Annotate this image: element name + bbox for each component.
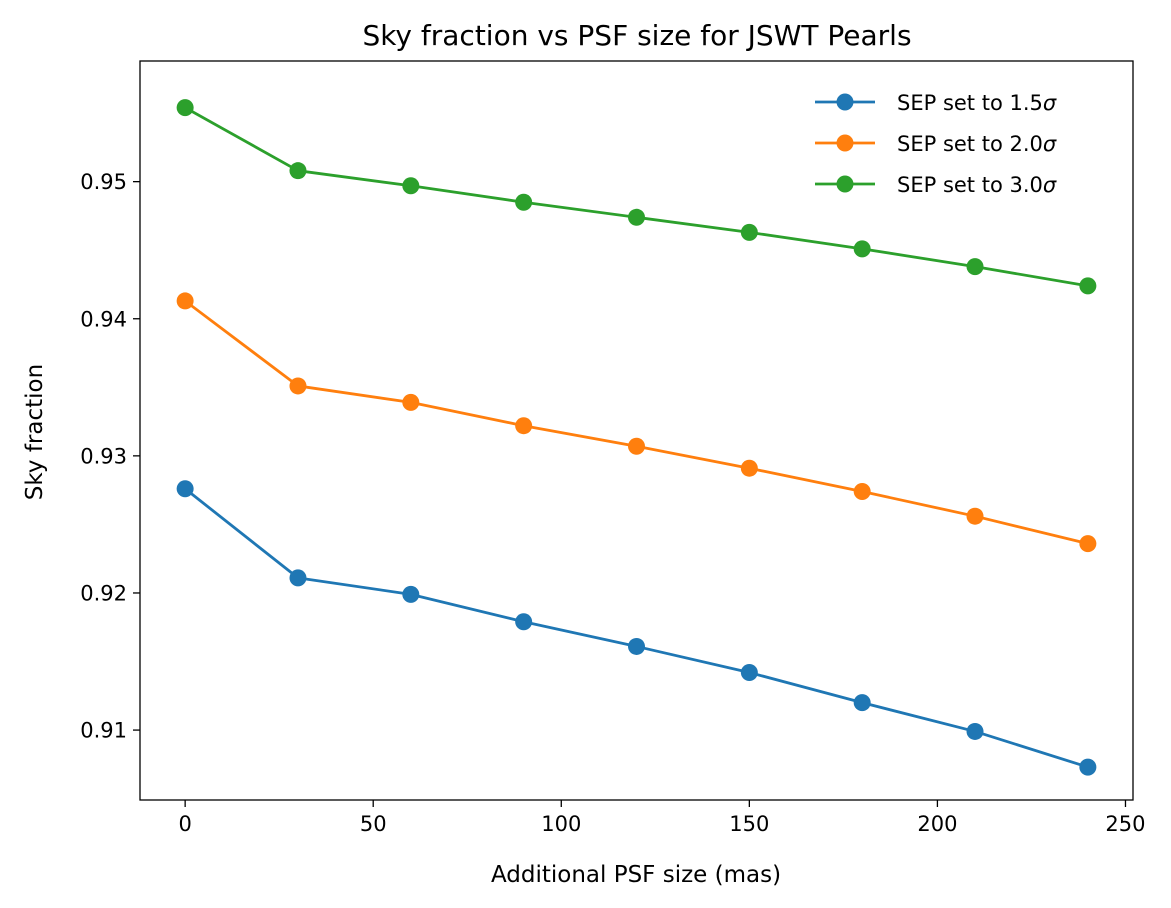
y-tick-label: 0.95	[80, 170, 127, 194]
series-1	[176, 480, 1097, 776]
data-point	[515, 613, 533, 631]
series-3	[176, 99, 1097, 295]
y-tick-label: 0.92	[80, 581, 127, 605]
x-axis-label: Additional PSF size (mas)	[491, 862, 781, 888]
data-point	[176, 292, 194, 310]
data-point	[1079, 535, 1097, 553]
data-point	[289, 569, 307, 587]
series-2	[176, 292, 1097, 553]
y-axis-label: Sky fraction	[22, 364, 48, 500]
data-point	[966, 507, 984, 525]
legend-label-sigma: σ	[1043, 173, 1057, 197]
data-point	[853, 240, 871, 258]
legend-marker	[836, 134, 854, 152]
legend-label-text: SEP set to 1.5	[897, 91, 1043, 115]
data-point	[1079, 277, 1097, 295]
data-point	[628, 437, 645, 455]
data-point	[176, 99, 194, 117]
axes-frame	[139, 60, 1134, 801]
data-point	[740, 459, 758, 477]
legend-label-text: SEP set to 3.0	[897, 173, 1043, 197]
y-tick-label: 0.93	[80, 444, 127, 468]
data-point	[740, 223, 758, 241]
data-point	[628, 637, 645, 655]
legend-marker	[836, 93, 854, 111]
data-point	[515, 417, 533, 435]
x-tick-label: 50	[360, 812, 387, 836]
legend-label-text: SEP set to 2.0	[897, 132, 1043, 156]
legend-entry: SEP set to 3.0σ	[815, 173, 1057, 197]
data-point	[289, 377, 307, 395]
data-point	[853, 483, 871, 501]
data-point	[740, 663, 758, 681]
data-point	[402, 393, 420, 411]
chart-title: Sky fraction vs PSF size for JSWT Pearls	[362, 19, 911, 52]
legend-label: SEP set to 2.0σ	[897, 132, 1057, 156]
x-tick-label: 250	[1105, 812, 1145, 836]
x-tick-label: 100	[541, 812, 581, 836]
data-point	[515, 193, 533, 211]
data-point	[966, 258, 984, 276]
data-point	[402, 585, 420, 603]
data-point	[176, 480, 194, 498]
x-tick-label: 200	[917, 812, 957, 836]
legend-entry: SEP set to 2.0σ	[815, 132, 1057, 156]
legend-label: SEP set to 1.5σ	[897, 91, 1057, 115]
legend-entry: SEP set to 1.5σ	[815, 91, 1057, 115]
data-point	[402, 177, 420, 195]
y-tick-label: 0.94	[80, 307, 127, 331]
data-point	[628, 208, 645, 226]
data-point	[853, 694, 871, 712]
data-point	[289, 162, 307, 180]
y-tick-label: 0.91	[80, 719, 127, 743]
data-point	[1079, 758, 1097, 776]
plot-area	[176, 99, 1097, 776]
axis-ticks: 0 50 100 150 200 250 0.91 0.92 0.93 0.94 0.95	[80, 170, 1145, 836]
legend-label-sigma: σ	[1043, 132, 1057, 156]
x-tick-label: 0	[178, 812, 191, 836]
data-point	[966, 722, 984, 740]
legend-marker	[836, 175, 854, 193]
legend-label: SEP set to 3.0σ	[897, 173, 1057, 197]
legend-label-sigma: σ	[1043, 91, 1057, 115]
x-tick-label: 150	[729, 812, 769, 836]
